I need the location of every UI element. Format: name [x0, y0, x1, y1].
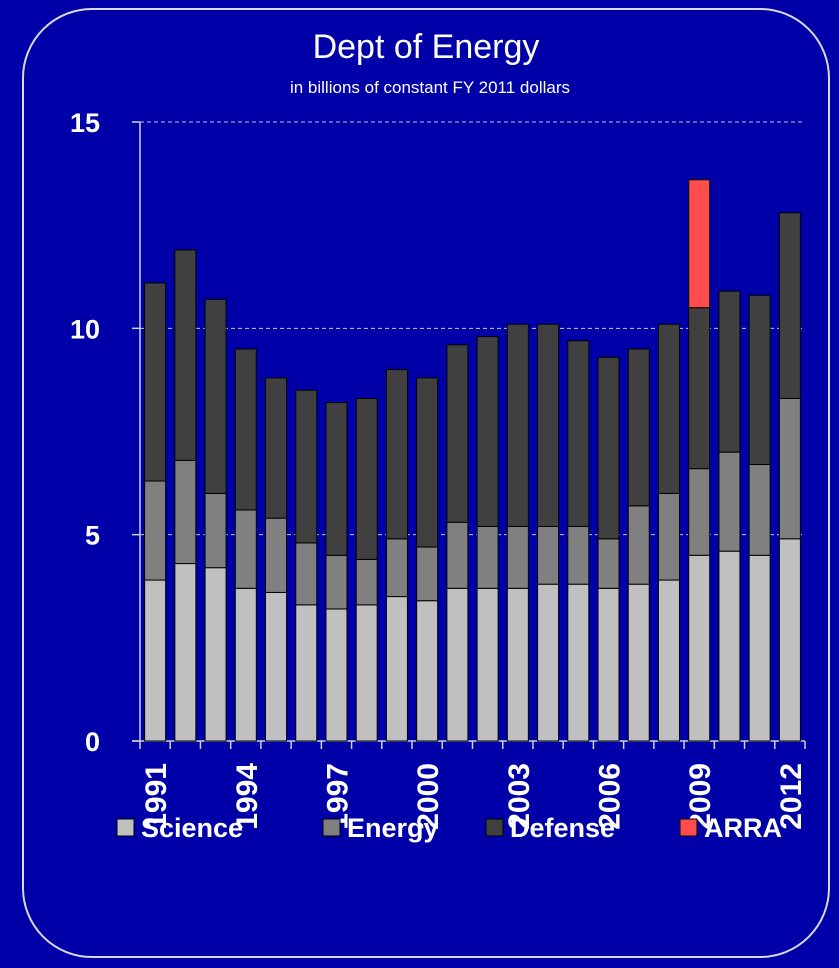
bar-segment-science-1997	[325, 608, 348, 742]
x-tick-label: 2000	[412, 763, 445, 830]
bar-segment-science-2012	[778, 538, 801, 742]
x-tick-label: 1994	[231, 763, 264, 830]
bar-segment-energy-1997	[325, 554, 348, 610]
chart-subtitle: in billions of constant FY 2011 dollars	[290, 78, 570, 97]
bar-segment-defense-2011	[748, 294, 771, 466]
y-tick-label: 10	[70, 314, 100, 344]
x-tick-label: 2006	[594, 763, 627, 830]
bar-segment-defense-2007	[627, 348, 650, 507]
bar-segment-science-1999	[385, 596, 408, 742]
legend-swatch-science	[116, 818, 135, 837]
bar-segment-science-2006	[597, 587, 620, 742]
bar-segment-science-2005	[567, 583, 590, 742]
bar-segment-defense-1994	[234, 348, 257, 511]
bar-segment-science-2007	[627, 583, 650, 742]
chart-title: Dept of Energy	[313, 28, 540, 66]
bar-segment-energy-2012	[778, 397, 801, 540]
bar-segment-defense-1992	[174, 249, 197, 461]
bar-segment-energy-2007	[627, 505, 650, 585]
bar-segment-energy-2001	[446, 521, 469, 589]
y-tick-label: 5	[85, 521, 100, 551]
bar-segment-energy-1996	[295, 542, 318, 606]
legend-swatch-energy	[322, 818, 341, 837]
legend-label-science: Science	[141, 813, 243, 843]
bar-segment-defense-2012	[778, 212, 801, 399]
y-tick-labels: 0 5 10 15	[70, 108, 100, 757]
bar-segment-defense-2006	[597, 356, 620, 540]
bar-segment-energy-2005	[567, 525, 590, 585]
bar-segment-science-2011	[748, 554, 771, 742]
bar-segment-energy-1991	[144, 480, 167, 581]
bar-segment-defense-1998	[355, 397, 378, 560]
bar-segment-energy-1999	[385, 538, 408, 598]
bar-segment-energy-2009	[688, 468, 711, 556]
bar-segment-science-2010	[718, 550, 741, 742]
legend-label-arra: ARRA	[704, 813, 782, 843]
bar-segment-arra-2009	[688, 179, 711, 309]
legend-swatch-arra	[679, 818, 698, 837]
bar-segment-defense-2001	[446, 344, 469, 523]
bar-segment-defense-2009	[688, 307, 711, 470]
bar-segment-defense-2002	[476, 336, 499, 527]
x-tick-labels: 1991 1994 1997 2000 2003 2006 2009 2012	[140, 763, 808, 830]
bar-segment-science-1993	[204, 567, 227, 742]
bar-segment-science-1992	[174, 563, 197, 742]
bar-segment-energy-2000	[416, 546, 439, 602]
bars	[144, 179, 801, 742]
bar-segment-science-1994	[234, 587, 257, 742]
bar-segment-energy-1998	[355, 558, 378, 606]
bar-segment-defense-1995	[265, 377, 288, 519]
bar-segment-energy-2008	[657, 492, 680, 581]
x-tick-label: 2003	[503, 763, 536, 830]
bar-segment-defense-2004	[537, 323, 560, 527]
bar-segment-defense-1991	[144, 282, 167, 482]
legend-swatch-defense	[485, 818, 504, 837]
bar-segment-science-1991	[144, 579, 167, 742]
bar-segment-energy-1995	[265, 517, 288, 593]
bar-segment-science-2001	[446, 587, 469, 742]
bar-segment-energy-1994	[234, 509, 257, 589]
y-tick-label: 0	[85, 727, 100, 757]
legend: Science Energy Defense ARRA	[116, 813, 782, 843]
bar-segment-energy-2004	[537, 525, 560, 585]
bar-segment-science-1996	[295, 604, 318, 742]
bar-segment-science-2002	[476, 587, 499, 742]
bar-segment-science-1995	[265, 591, 288, 742]
bar-segment-defense-2000	[416, 377, 439, 548]
bar-segment-defense-2008	[657, 323, 680, 494]
bar-segment-science-1998	[355, 604, 378, 742]
x-tick-label: 2012	[775, 763, 808, 830]
chart-frame	[22, 8, 830, 958]
bar-segment-science-2008	[657, 579, 680, 742]
bar-segment-energy-2003	[506, 525, 529, 589]
bar-segment-defense-1997	[325, 402, 348, 556]
bar-segment-science-2004	[537, 583, 560, 742]
legend-label-energy: Energy	[347, 813, 439, 843]
legend-label-defense: Defense	[510, 813, 615, 843]
bar-segment-energy-2006	[597, 538, 620, 589]
bar-segment-energy-2002	[476, 525, 499, 589]
y-tick-label: 15	[70, 108, 100, 138]
bar-segment-defense-1999	[385, 369, 408, 540]
bar-segment-defense-2005	[567, 340, 590, 527]
bar-segment-energy-2011	[748, 464, 771, 556]
bar-segment-science-2009	[688, 554, 711, 742]
bar-segment-defense-2003	[506, 323, 529, 527]
bar-segment-science-2000	[416, 600, 439, 742]
bar-segment-defense-1993	[204, 298, 227, 494]
bar-segment-energy-1992	[174, 459, 197, 565]
bar-segment-energy-1993	[204, 492, 227, 569]
bar-segment-science-2003	[506, 587, 529, 742]
bar-segment-energy-2010	[718, 451, 741, 552]
x-tick-label: 1991	[140, 763, 173, 830]
bar-segment-defense-1996	[295, 389, 318, 544]
bar-segment-defense-2010	[718, 290, 741, 453]
